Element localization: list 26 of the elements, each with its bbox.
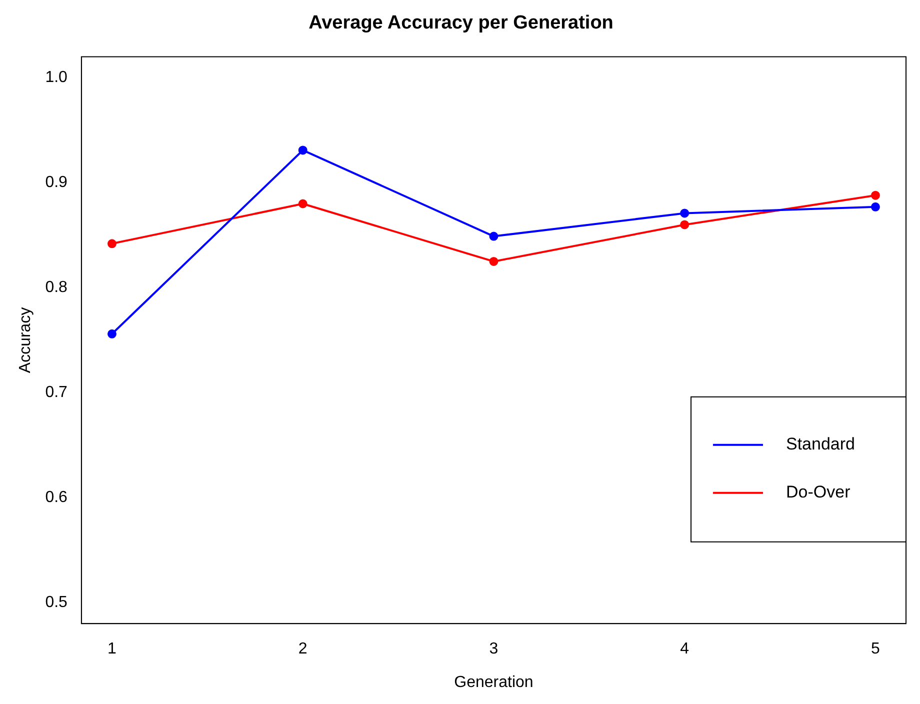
- x-axis-title: Generation: [454, 674, 534, 691]
- point: [489, 256, 498, 266]
- x-tick-label: 4: [680, 640, 690, 658]
- y-tick-label: 1.0: [45, 69, 68, 86]
- legend-label: Standard: [786, 434, 855, 454]
- point: [870, 190, 880, 200]
- y-tick-label: 0.8: [45, 279, 68, 296]
- x-tick-label: 5: [871, 640, 880, 658]
- x-tick-label: 2: [298, 640, 308, 658]
- y-tick-label: 0.6: [45, 489, 68, 506]
- y-tick-label: 0.7: [45, 384, 68, 402]
- point: [298, 199, 308, 208]
- legend-label: Do-Over: [786, 482, 851, 502]
- x-tick-label: 1: [108, 640, 117, 658]
- y-axis-title: Accuracy: [17, 307, 34, 374]
- point: [107, 239, 116, 248]
- point: [489, 232, 498, 241]
- point: [870, 202, 880, 212]
- y-tick-label: 0.9: [45, 174, 68, 192]
- point: [680, 208, 690, 218]
- x-tick-label: 3: [489, 640, 498, 658]
- point: [298, 146, 308, 155]
- point: [107, 329, 116, 338]
- point: [680, 220, 690, 230]
- chart-title: Average Accuracy per Generation: [308, 12, 614, 34]
- y-tick-label: 0.5: [45, 594, 68, 612]
